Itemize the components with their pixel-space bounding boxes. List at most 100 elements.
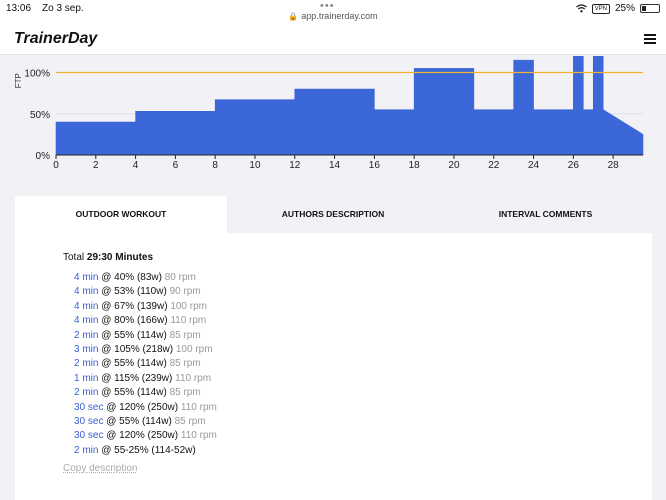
interval-bar xyxy=(413,68,475,156)
interval-duration: 4 min xyxy=(74,286,99,298)
interval-row: 30 sec @ 120% (250w) 110 rpm xyxy=(74,429,217,443)
interval-cadence: 85 rpm xyxy=(174,416,206,428)
interval-power: @ 80% (166w) xyxy=(101,315,168,327)
interval-power: @ 67% (139w) xyxy=(101,300,168,312)
interval-cadence: 100 rpm xyxy=(170,300,207,312)
total-value: 29:30 Minutes xyxy=(86,252,154,263)
copy-description-link[interactable]: Copy description xyxy=(63,463,138,475)
interval-power: @ 53% (110w) xyxy=(101,286,167,298)
interval-bar xyxy=(294,88,375,156)
interval-power: @ 40% (83w) xyxy=(101,272,162,283)
x-tick-label: 12 xyxy=(289,160,301,171)
interval-bar xyxy=(374,109,415,156)
outdoor-workout-panel: Total 29:30 Minutes 4 min @ 40% (83w) 80… xyxy=(63,252,217,476)
x-tick-label: 6 xyxy=(173,160,179,171)
interval-row: 3 min @ 105% (218w) 100 rpm xyxy=(74,343,217,357)
x-tick-label: 28 xyxy=(608,160,620,171)
interval-power: @ 55% (114w) xyxy=(101,387,167,399)
tab-bar: OUTDOOR WORKOUT AUTHORS DESCRIPTION INTE… xyxy=(15,196,652,233)
x-tick-label: 10 xyxy=(249,160,261,171)
interval-row: 4 min @ 53% (110w) 90 rpm xyxy=(74,285,217,299)
x-tick-label: 8 xyxy=(212,160,218,171)
interval-duration: 3 min xyxy=(74,344,99,356)
interval-row: 2 min @ 55% (114w) 85 rpm xyxy=(74,357,217,371)
interval-duration: 30 sec xyxy=(74,401,104,413)
interval-cadence: 110 rpm xyxy=(170,315,207,327)
status-time: 13:06 xyxy=(6,3,32,14)
interval-power: @ 55-25% (114-52w) xyxy=(101,444,196,456)
hamburger-menu-icon[interactable] xyxy=(644,34,656,44)
app-header: TrainerDay xyxy=(0,26,666,55)
interval-duration: 4 min xyxy=(74,272,99,283)
x-tick-label: 26 xyxy=(568,160,580,171)
interval-bar xyxy=(592,56,604,156)
interval-power: @ 120% (250w) xyxy=(106,430,179,442)
x-tick-label: 14 xyxy=(329,160,341,171)
lock-icon: 🔒 xyxy=(288,12,299,21)
logo[interactable]: TrainerDay xyxy=(14,30,98,47)
interval-bar xyxy=(513,59,534,156)
battery-percent: 25% xyxy=(614,3,635,14)
interval-bar xyxy=(214,99,296,156)
interval-power: @ 105% (218w) xyxy=(101,344,174,356)
more-dots-icon[interactable]: ••• xyxy=(320,0,335,12)
interval-bar xyxy=(573,56,584,156)
x-tick-label: 16 xyxy=(369,160,381,171)
interval-duration: 30 sec xyxy=(74,430,104,442)
y-tick-label: 0% xyxy=(36,151,51,162)
interval-cadence: 85 rpm xyxy=(169,329,201,341)
interval-row: 4 min @ 67% (139w) 100 rpm xyxy=(74,300,217,314)
interval-power: @ 115% (239w) xyxy=(101,372,173,384)
interval-power: @ 55% (114w) xyxy=(101,358,167,370)
x-tick-label: 20 xyxy=(448,160,460,171)
interval-cadence: 100 rpm xyxy=(175,344,213,356)
x-tick-label: 0 xyxy=(53,160,59,171)
tab-authors-description[interactable]: AUTHORS DESCRIPTION xyxy=(227,196,439,233)
y-tick-label: 50% xyxy=(30,110,50,121)
interval-bar xyxy=(473,109,514,156)
workout-details-card: OUTDOOR WORKOUT AUTHORS DESCRIPTION INTE… xyxy=(15,196,652,500)
tab-interval-comments[interactable]: INTERVAL COMMENTS xyxy=(439,196,652,233)
interval-bar xyxy=(55,121,136,156)
interval-power: @ 55% (114w) xyxy=(101,329,167,341)
interval-cadence: 80 rpm xyxy=(164,272,196,283)
total-label: Total xyxy=(63,252,85,263)
interval-cadence: 110 rpm xyxy=(180,430,217,442)
interval-cadence: 110 rpm xyxy=(175,372,212,384)
vpn-badge: VPN xyxy=(591,3,610,14)
interval-power: @ 55% (114w) xyxy=(106,416,172,428)
interval-cadence: 90 rpm xyxy=(169,286,201,298)
tab-outdoor-workout[interactable]: OUTDOOR WORKOUT xyxy=(15,196,227,233)
interval-row: 30 sec @ 120% (250w) 110 rpm xyxy=(74,401,217,415)
interval-bar xyxy=(583,109,594,156)
x-tick-label: 2 xyxy=(93,160,99,171)
url-text: app.trainerday.com xyxy=(301,11,378,21)
total-duration: Total 29:30 Minutes xyxy=(63,252,217,263)
interval-bar xyxy=(135,110,216,156)
address-bar[interactable]: 🔒 app.trainerday.com xyxy=(0,11,666,21)
interval-bar xyxy=(533,109,574,156)
wifi-icon xyxy=(575,4,587,13)
interval-duration: 2 min xyxy=(74,444,99,456)
interval-row: 2 min @ 55-25% (114-52w) xyxy=(74,444,217,458)
interval-row: 4 min @ 40% (83w) 80 rpm xyxy=(74,271,217,285)
interval-power: @ 120% (250w) xyxy=(106,401,179,413)
status-bar: 13:06 Zo 3 sep. ••• 🔒 app.trainerday.com … xyxy=(0,0,666,26)
interval-duration: 4 min xyxy=(74,315,99,327)
battery-icon xyxy=(640,4,660,13)
interval-duration: 2 min xyxy=(74,358,99,370)
interval-duration: 2 min xyxy=(74,387,99,399)
x-tick-label: 4 xyxy=(133,160,139,171)
x-tick-label: 18 xyxy=(409,160,421,171)
interval-cadence: 85 rpm xyxy=(169,358,201,370)
interval-duration: 4 min xyxy=(74,300,99,312)
status-date: Zo 3 sep. xyxy=(42,3,84,14)
interval-row: 30 sec @ 55% (114w) 85 rpm xyxy=(74,415,217,429)
interval-row: 2 min @ 55% (114w) 85 rpm xyxy=(74,386,217,400)
x-tick-label: 22 xyxy=(488,160,500,171)
interval-duration: 30 sec xyxy=(74,416,104,428)
y-tick-label: 100% xyxy=(24,69,50,80)
interval-row: 2 min @ 55% (114w) 85 rpm xyxy=(74,329,217,343)
y-axis-label: FTP xyxy=(14,73,23,88)
